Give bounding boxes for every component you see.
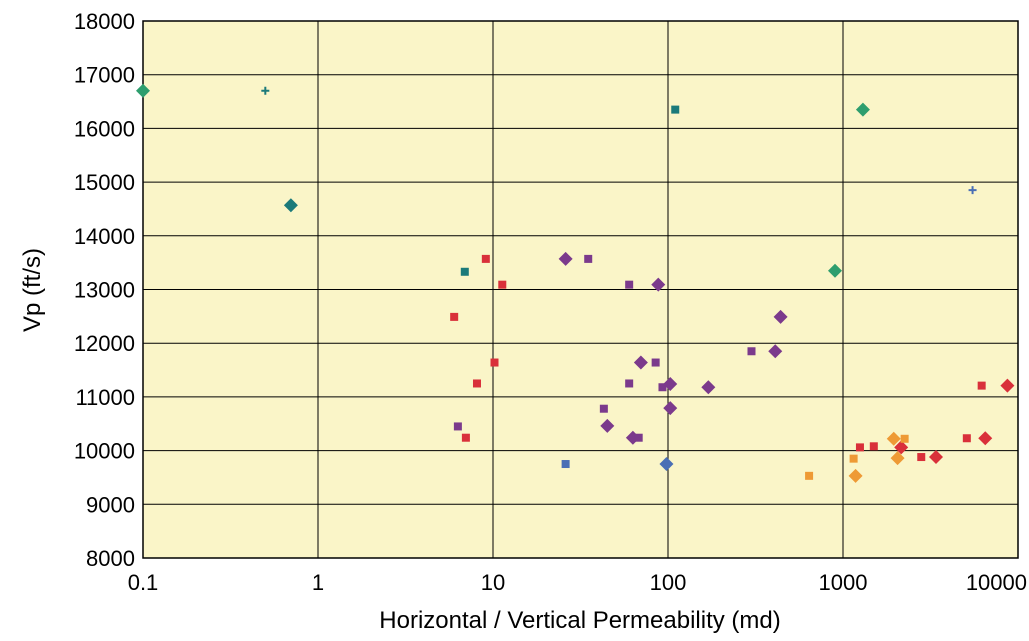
- x-tick-label: 10: [481, 570, 505, 595]
- diamond-point: [1000, 378, 1015, 393]
- diamond-point: [701, 380, 716, 395]
- diamond-point: [890, 451, 905, 466]
- gridlines: [143, 21, 1018, 558]
- series-4: [450, 254, 1015, 465]
- diamond-point: [659, 457, 674, 472]
- square-point: [855, 443, 864, 452]
- diamond-point: [663, 401, 678, 416]
- y-tick-label: 15000: [74, 170, 135, 195]
- square-point: [481, 254, 490, 263]
- y-axis-label: Vp (ft/s): [19, 248, 46, 332]
- square-point: [498, 280, 507, 289]
- series-2: [561, 186, 977, 472]
- diamond-point: [663, 377, 678, 392]
- square-point: [962, 434, 971, 443]
- x-tick-label: 100: [650, 570, 687, 595]
- diamond-point: [848, 468, 863, 483]
- diamond-point: [136, 83, 150, 98]
- diamond-point: [827, 263, 842, 278]
- diamond-point: [855, 102, 870, 117]
- diamond-point: [929, 450, 944, 465]
- series-3: [453, 251, 788, 445]
- diamond-point: [978, 431, 993, 446]
- square-point: [584, 254, 593, 263]
- x-tick-label: 0.1: [128, 570, 159, 595]
- square-point: [747, 347, 756, 356]
- square-point: [900, 434, 909, 443]
- y-axis-ticks: 8000 9000 10000 11000 12000 13000 14000 15000 16…: [74, 9, 135, 571]
- square-point: [651, 358, 660, 367]
- square-point: [561, 460, 570, 469]
- plus-point: [261, 86, 270, 95]
- diamond-point: [633, 355, 648, 370]
- square-point: [460, 267, 469, 276]
- series-1: [261, 86, 680, 276]
- square-point: [671, 105, 680, 114]
- square-point: [977, 381, 986, 390]
- square-point: [634, 433, 643, 442]
- diamond-point: [886, 431, 901, 446]
- square-point: [849, 454, 858, 463]
- plus-point: [968, 186, 977, 195]
- diamond-point: [600, 418, 615, 433]
- y-tick-label: 12000: [74, 331, 135, 356]
- square-point: [599, 404, 608, 413]
- square-point: [805, 471, 814, 480]
- x-tick-label: 10000: [966, 570, 1027, 595]
- square-point: [453, 422, 462, 431]
- diamond-point: [558, 251, 573, 266]
- square-point: [472, 379, 481, 388]
- diamond-point: [894, 440, 909, 455]
- x-tick-label: 1000: [819, 570, 868, 595]
- square-point: [490, 358, 499, 367]
- series-5: [805, 431, 909, 483]
- square-point: [625, 379, 634, 388]
- y-tick-label: 14000: [74, 224, 135, 249]
- square-point: [869, 442, 878, 451]
- y-tick-label: 17000: [74, 63, 135, 88]
- square-point: [461, 433, 470, 442]
- y-tick-label: 10000: [74, 439, 135, 464]
- x-axis-label: Horizontal / Vertical Permeability (md): [379, 607, 780, 634]
- data-points: [136, 83, 1015, 483]
- square-point: [917, 453, 926, 462]
- y-tick-label: 8000: [86, 546, 135, 571]
- diamond-point: [283, 198, 298, 213]
- square-point: [658, 383, 667, 392]
- y-tick-label: 9000: [86, 492, 135, 517]
- y-tick-label: 16000: [74, 116, 135, 141]
- diamond-point: [651, 277, 666, 292]
- diamond-point: [773, 309, 788, 324]
- square-point: [625, 280, 634, 289]
- y-tick-label: 11000: [75, 385, 135, 410]
- square-point: [450, 312, 459, 321]
- x-tick-label: 1: [312, 570, 324, 595]
- y-tick-label: 18000: [74, 9, 135, 34]
- x-axis-ticks: 0.1 1 10 100 1000 10000: [128, 570, 1027, 595]
- diamond-point: [768, 344, 783, 359]
- y-tick-label: 13000: [74, 278, 135, 303]
- series-0: [136, 83, 870, 278]
